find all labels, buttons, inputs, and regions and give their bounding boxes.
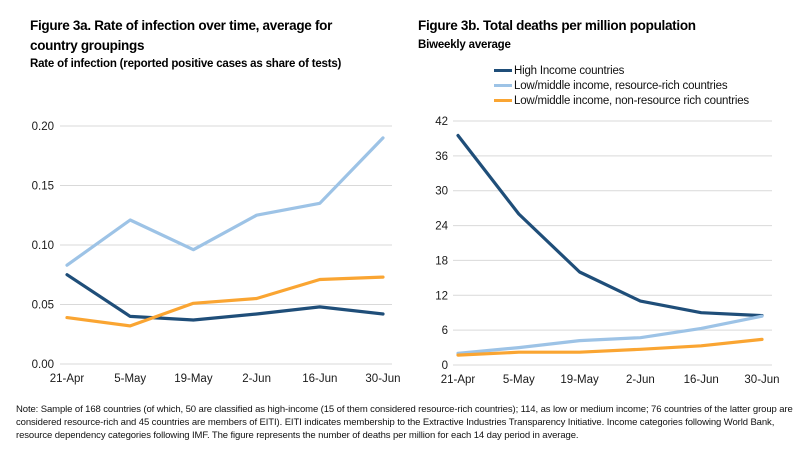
figure-3a-subtitle: Rate of infection (reported positive cas… — [30, 58, 342, 71]
y-tick-label: 12 — [435, 290, 448, 302]
y-tick-label: 36 — [435, 151, 448, 163]
legend-label: Low/middle income, non-resource rich cou… — [514, 94, 749, 107]
y-tick-label: 0.15 — [32, 180, 54, 192]
y-tick-label: 18 — [435, 255, 448, 267]
y-tick-label: 0 — [442, 360, 448, 372]
series-line — [65, 273, 385, 322]
series-line — [65, 275, 385, 328]
figure-3b-title: Figure 3b. Total deaths per million popu… — [418, 18, 696, 33]
x-tick-label: 16-Jun — [302, 373, 337, 385]
legend-line-swatch-resource-rich — [494, 84, 512, 87]
y-tick-label: 0.05 — [32, 299, 54, 311]
series-line — [65, 136, 385, 267]
x-tick-label: 21-Apr — [441, 374, 476, 386]
figure-3a-chart: 0.00 0.05 0.10 0.15 0.20 21-Apr 5-May 19-May 2-J… — [32, 121, 401, 385]
legend-item-high-income: High Income countries — [494, 63, 749, 78]
legend-item-non-resource-rich: Low/middle income, non-resource rich cou… — [494, 93, 749, 108]
x-tick-label: 19-May — [174, 373, 213, 385]
y-tick-label: 6 — [442, 325, 448, 337]
x-tick-label: 2-Jun — [626, 374, 655, 386]
figure-3b-chart: 0 6 12 18 24 30 36 42 21-Apr 5-May 19-May 2-Jun 16-J… — [435, 116, 779, 386]
x-tick-label: 30-Jun — [744, 374, 779, 386]
series-line — [456, 314, 764, 355]
series-line — [456, 337, 764, 357]
x-tick-label: 5-May — [503, 374, 535, 386]
x-tick-label: 5-May — [114, 373, 146, 385]
x-tick-label: 19-May — [560, 374, 599, 386]
figure-3b-header: Figure 3b. Total deaths per million popu… — [418, 16, 788, 53]
legend-item-resource-rich: Low/middle income, resource-rich countri… — [494, 78, 749, 93]
x-tick-label: 30-Jun — [365, 373, 400, 385]
y-tick-label: 0.20 — [32, 121, 54, 133]
x-tick-label: 16-Jun — [684, 374, 719, 386]
footnote: Note: Sample of 168 countries (of which,… — [16, 404, 793, 441]
x-tick-label: 21-Apr — [50, 373, 85, 385]
y-tick-label: 0.10 — [32, 240, 54, 252]
legend-line-swatch-high-income — [494, 69, 512, 72]
legend-label: Low/middle income, resource-rich countri… — [514, 79, 728, 92]
y-tick-label: 42 — [435, 116, 448, 128]
legend-label: High Income countries — [514, 64, 625, 77]
legend-line-swatch-non-resource-rich — [494, 99, 512, 102]
y-tick-label: 30 — [435, 186, 448, 198]
figure-3a-title: Figure 3a. Rate of infection over time, … — [30, 18, 333, 53]
y-tick-label: 0.00 — [32, 359, 54, 371]
series-line — [456, 133, 764, 318]
figure-3a-header: Figure 3a. Rate of infection over time, … — [30, 16, 382, 72]
chart-legend: High Income countries Low/middle income,… — [494, 63, 749, 108]
figure-3b-subtitle: Biweekly average — [418, 38, 511, 51]
x-tick-label: 2-Jun — [242, 373, 271, 385]
y-tick-label: 24 — [435, 221, 448, 233]
